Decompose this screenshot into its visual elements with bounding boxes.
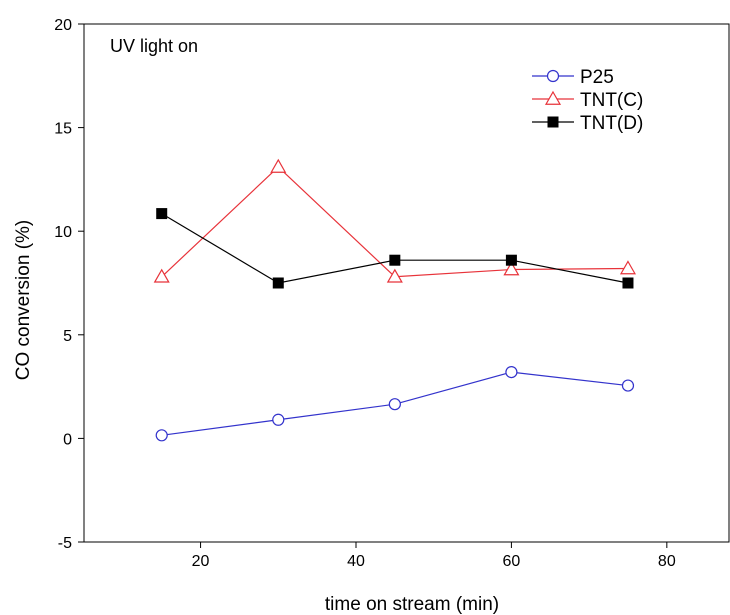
data-point-tnt-c — [270, 158, 287, 173]
x-tick-label: 80 — [658, 553, 676, 570]
legend-marker-tnt-d — [547, 116, 559, 128]
x-tick-label: 40 — [347, 553, 365, 570]
x-tick-label: 60 — [503, 553, 521, 570]
x-tick-label: 20 — [192, 553, 210, 570]
x-axis-title: time on stream (min) — [325, 594, 499, 615]
y-axis-title: CO conversion (%) — [13, 220, 34, 381]
data-point-p25 — [388, 398, 401, 411]
legend-marker-tnt-c — [544, 90, 562, 105]
data-point-tnt-c — [386, 268, 403, 283]
legend-label-p25: P25 — [580, 67, 614, 88]
data-point-tnt-d — [505, 254, 517, 266]
y-tick-label: 15 — [54, 121, 72, 138]
chart-annotation: UV light on — [110, 36, 198, 56]
axes: 20 40 60 80 -5 0 5 10 15 20 — [54, 17, 730, 570]
data-point-p25 — [505, 365, 518, 379]
data-point-tnt-c — [619, 260, 637, 275]
series-p25 — [155, 365, 635, 442]
legend-label-tnt-d: TNT(D) — [580, 113, 643, 134]
y-tick-label: -5 — [58, 535, 72, 552]
series-tnt-c — [153, 158, 637, 283]
plot-frame — [83, 23, 730, 543]
data-point-tnt-d — [156, 208, 168, 220]
data-point-tnt-d — [622, 277, 634, 289]
data-point-p25 — [155, 429, 168, 442]
data-point-tnt-c — [503, 261, 520, 276]
data-point-tnt-d — [389, 254, 401, 266]
data-point-p25 — [272, 413, 285, 426]
y-tick-label: 0 — [63, 431, 72, 448]
y-tick-label: 10 — [54, 224, 72, 241]
series-tnt-d — [156, 208, 634, 289]
series-layer — [153, 158, 637, 442]
data-point-p25 — [621, 379, 635, 392]
y-tick-label: 20 — [54, 17, 72, 34]
legend-marker-p25 — [546, 69, 560, 83]
legend-label-tnt-c: TNT(C) — [580, 90, 643, 111]
y-tick-label: 5 — [63, 328, 72, 345]
data-point-tnt-c — [153, 268, 170, 283]
data-point-tnt-d — [272, 277, 284, 289]
